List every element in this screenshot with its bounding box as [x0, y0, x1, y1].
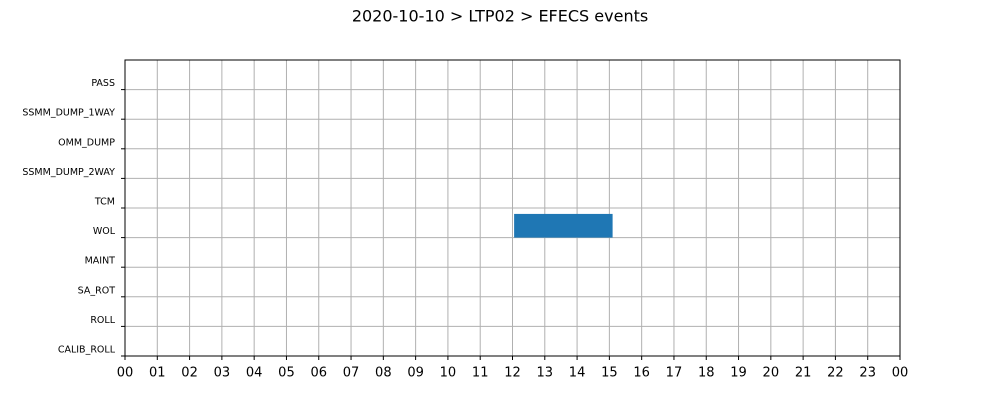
y-tick-label: SSMM_DUMP_1WAY [22, 108, 115, 119]
x-tick-label: 04 [246, 366, 263, 381]
y-tick-label: WOL [93, 226, 116, 237]
y-tick-label: SSMM_DUMP_2WAY [22, 167, 115, 178]
x-tick-label: 12 [504, 366, 521, 381]
y-tick-label: PASS [91, 78, 115, 89]
x-tick-label: 10 [440, 366, 457, 381]
plot-frame [124, 59, 901, 357]
x-tick-label: 21 [795, 366, 812, 381]
x-tick-label: 18 [698, 366, 715, 381]
x-tick-label: 03 [214, 366, 231, 381]
x-tick-label: 05 [278, 366, 295, 381]
x-tick-label: 23 [859, 366, 876, 381]
y-tick-label: OMM_DUMP [58, 137, 115, 148]
x-tick-label: 00 [117, 366, 134, 381]
y-tick-label: TCM [94, 197, 115, 208]
x-tick-label: 07 [343, 366, 360, 381]
x-tick-label: 15 [601, 366, 618, 381]
x-tick-label: 09 [407, 366, 424, 381]
x-tick-label: 06 [310, 366, 327, 381]
x-tick-label: 13 [537, 366, 554, 381]
y-tick-label: ROLL [90, 315, 115, 326]
x-tick-label: 08 [375, 366, 392, 381]
x-tick-label: 11 [472, 366, 489, 381]
event-bar [514, 213, 613, 238]
x-tick-label: 01 [149, 366, 166, 381]
y-tick-label: CALIB_ROLL [58, 345, 116, 356]
x-tick-label: 02 [181, 366, 198, 381]
x-tick-label: 14 [569, 366, 586, 381]
chart-title: 2020-10-10 > LTP02 > EFECS events [352, 7, 648, 26]
x-tick-label: 00 [892, 366, 909, 381]
x-tick-label: 20 [763, 366, 780, 381]
y-tick-label: SA_ROT [78, 285, 116, 296]
x-tick-label: 22 [827, 366, 844, 381]
y-tick-label: MAINT [85, 256, 116, 267]
x-tick-label: 16 [633, 366, 650, 381]
x-tick-label: 19 [730, 366, 747, 381]
x-tick-label: 17 [666, 366, 683, 381]
